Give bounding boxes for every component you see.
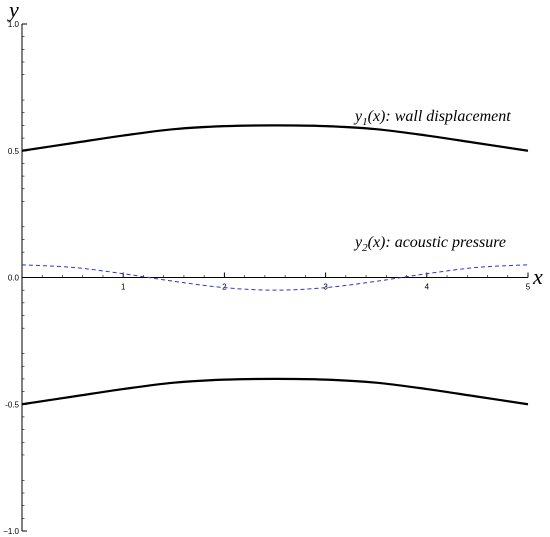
- annotation-y2-sub: 2: [362, 242, 368, 254]
- annotation-y2-rest: (x): acoustic pressure: [368, 234, 506, 251]
- annotation-y1: y1(x): wall displacement: [353, 108, 511, 128]
- x-tick-label: 1: [121, 283, 126, 292]
- axes: 1 2 3 4 5 1.0 0.5 0.0 -0.5 −1.0: [3, 20, 531, 536]
- y-tick-label: 0.5: [8, 147, 20, 156]
- x-tick-label: 5: [526, 283, 531, 292]
- x-tick-label: 3: [323, 283, 328, 292]
- annotation-y2-main: y: [353, 234, 363, 251]
- y-tick-label: 0.0: [8, 274, 20, 283]
- y-tick-label: -0.5: [5, 400, 19, 409]
- series-line-2: [21, 377, 529, 406]
- annotation-y2: y2(x): acoustic pressure: [353, 234, 506, 254]
- y-tick-label: −1.0: [3, 527, 19, 536]
- x-tick-label: 2: [222, 283, 227, 292]
- series-line-1: [21, 124, 529, 152]
- y-tick-label: 1.0: [8, 20, 20, 29]
- x-axis-title: x: [532, 264, 543, 289]
- annotation-y1-sub: 1: [362, 116, 368, 128]
- series-line-3: [21, 264, 529, 291]
- x-tick-label: 4: [425, 283, 430, 292]
- annotation-y1-main: y: [353, 108, 363, 125]
- series-group: [21, 124, 529, 406]
- labels-group: y x y1(x): wall displacement y2(x): acou…: [7, 0, 543, 289]
- annotation-y1-rest: (x): wall displacement: [368, 108, 512, 125]
- y-axis-title: y: [7, 0, 19, 22]
